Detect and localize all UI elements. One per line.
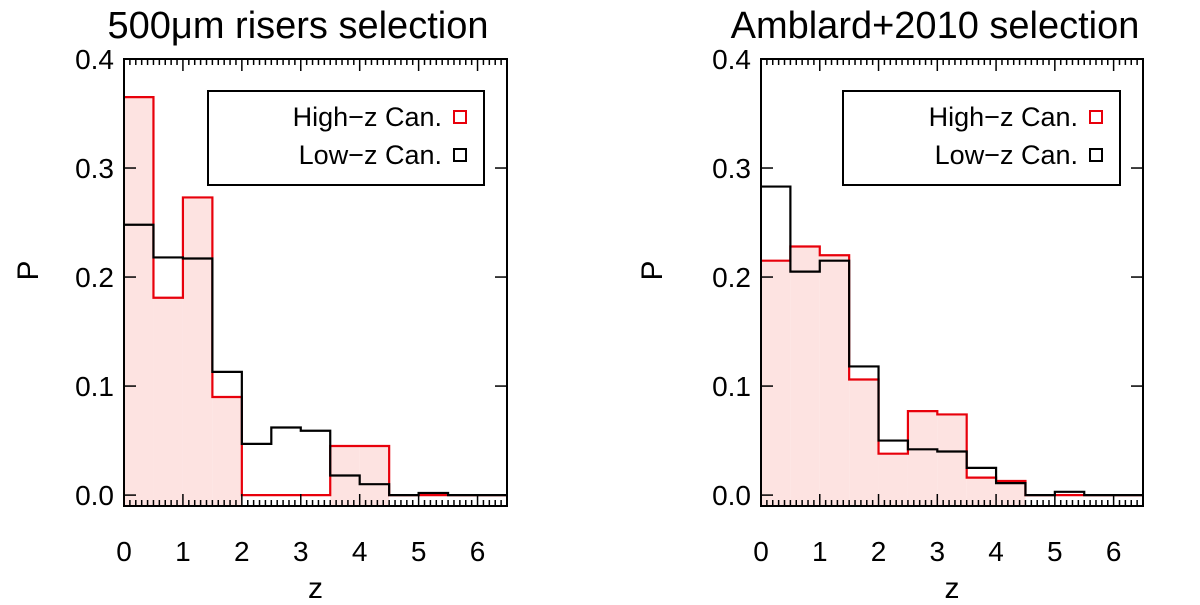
y-tick-label: 0.2 <box>712 262 751 293</box>
x-tick-label: 4 <box>988 536 1004 567</box>
high-z-fill <box>761 246 1026 506</box>
legend-swatch <box>453 110 467 124</box>
high-z-fill-bar <box>937 414 967 506</box>
x-tick-label: 3 <box>930 536 946 567</box>
y-axis-label: P <box>12 260 45 280</box>
legend-label: High−z Can. <box>929 102 1078 132</box>
high-z-fill-bar <box>182 197 213 506</box>
high-z-fill-bar <box>907 411 938 506</box>
legend-swatch <box>453 148 467 162</box>
legend-label: Low−z Can. <box>935 140 1078 170</box>
legend-label: High−z Can. <box>293 102 442 132</box>
low-z-histogram-line <box>761 185 1143 497</box>
x-tick-label: 3 <box>293 536 309 567</box>
x-tick-label: 6 <box>1106 536 1122 567</box>
x-tick-label: 0 <box>753 536 769 567</box>
chart-title: 500μm risers selection <box>108 5 489 47</box>
high-z-fill-bar <box>819 255 850 506</box>
legend: High−z Can. Low−z Can. <box>842 90 1121 186</box>
legend-box <box>207 90 485 186</box>
y-axis-ticks <box>761 58 1143 496</box>
high-z-fill-bar <box>996 480 1026 506</box>
high-z-fill-bar <box>359 446 390 506</box>
x-axis-label: z <box>945 572 960 605</box>
plot-frame <box>760 58 1144 507</box>
y-tick-label: 0.1 <box>75 371 114 402</box>
x-tick-label: 2 <box>871 536 887 567</box>
high-z-fill-bar <box>761 260 791 506</box>
x-tick-label: 4 <box>352 536 368 567</box>
x-axis-label: z <box>308 572 323 605</box>
y-axis-ticks <box>124 58 507 496</box>
legend-box <box>842 90 1121 186</box>
chart-title: Amblard+2010 selection <box>731 5 1140 47</box>
x-tick-label: 1 <box>175 536 191 567</box>
high-z-fill-bar <box>153 297 183 506</box>
x-tick-label: 0 <box>116 536 132 567</box>
y-tick-label: 0.1 <box>712 371 751 402</box>
high-z-fill-bar <box>966 477 997 506</box>
x-tick-label: 5 <box>411 536 427 567</box>
x-axis-ticks <box>123 59 508 506</box>
y-tick-label: 0.0 <box>75 480 114 511</box>
y-tick-label: 0.3 <box>75 153 114 184</box>
legend-swatch <box>1089 110 1103 124</box>
y-axis-label: P <box>636 260 669 280</box>
x-tick-label: 1 <box>812 536 828 567</box>
low-z-histogram-line <box>124 223 507 497</box>
high-z-fill-bar <box>212 396 242 506</box>
plot-frame <box>123 58 508 507</box>
x-tick-label: 5 <box>1047 536 1063 567</box>
y-tick-label: 0.0 <box>712 480 751 511</box>
legend-label: Low−z Can. <box>299 140 442 170</box>
high-z-fill-bar <box>790 246 820 506</box>
x-tick-label: 6 <box>470 536 486 567</box>
y-tick-label: 0.2 <box>75 262 114 293</box>
y-tick-label: 0.4 <box>75 44 114 75</box>
legend-swatch <box>1089 148 1103 162</box>
x-tick-label: 2 <box>234 536 250 567</box>
high-z-fill-bar <box>849 379 879 506</box>
y-tick-label: 0.4 <box>712 44 751 75</box>
high-z-fill-bar <box>124 97 154 506</box>
x-axis-ticks <box>760 59 1144 506</box>
high-z-fill-bar <box>878 453 908 506</box>
legend: High−z Can. Low−z Can. <box>207 90 485 186</box>
y-tick-label: 0.3 <box>712 153 751 184</box>
